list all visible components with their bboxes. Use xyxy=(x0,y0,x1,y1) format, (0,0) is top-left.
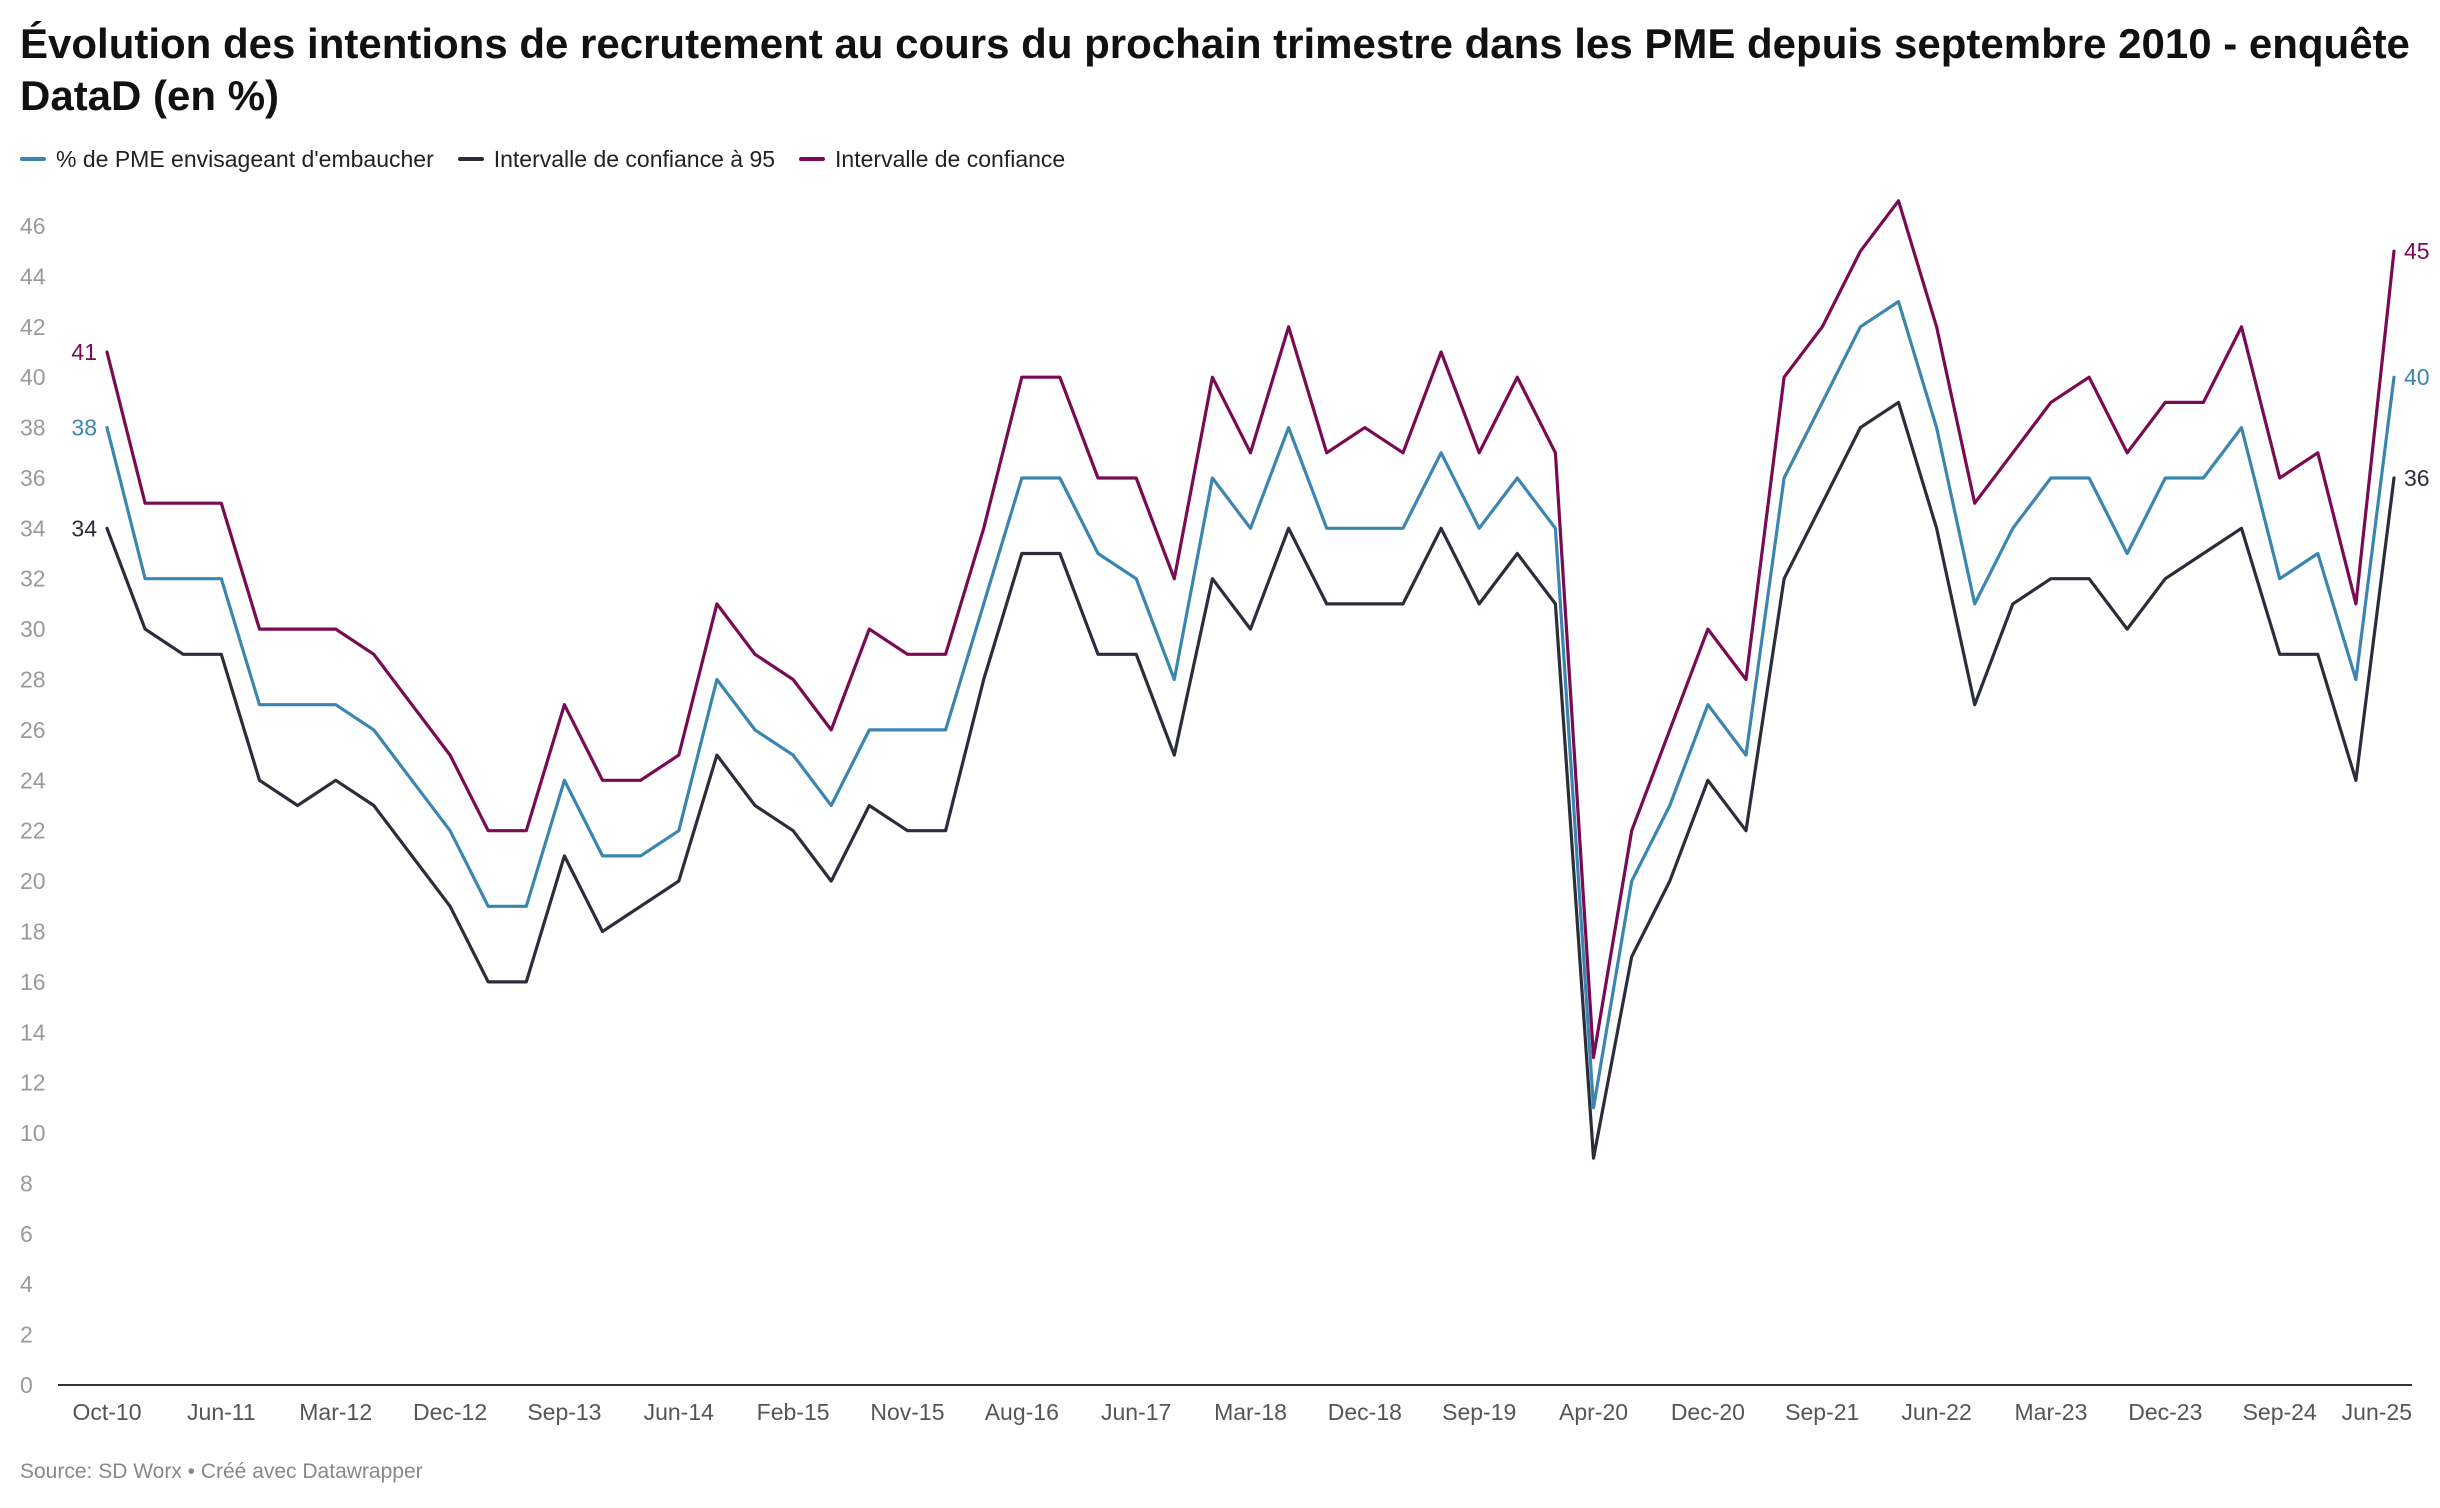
y-tick-label-20: 20 xyxy=(20,868,46,894)
x-tick-label-Mar-23: Mar-23 xyxy=(2015,1399,2088,1425)
series-line-2 xyxy=(105,199,2396,1060)
x-tick-label-Dec-20: Dec-20 xyxy=(1671,1399,1745,1425)
y-tick-label-16: 16 xyxy=(20,969,46,995)
x-tick-label-Jun-11: Jun-11 xyxy=(187,1399,256,1425)
x-tick-label-Mar-18: Mar-18 xyxy=(1214,1399,1287,1425)
x-tick-label-Nov-15: Nov-15 xyxy=(870,1399,944,1425)
y-tick-label-10: 10 xyxy=(20,1120,46,1146)
x-tick-label-Oct-10: Oct-10 xyxy=(72,1399,141,1425)
y-tick-label-28: 28 xyxy=(20,667,46,693)
y-tick-label-22: 22 xyxy=(20,818,46,844)
legend-item-ci: Intervalle de confiance xyxy=(799,146,1065,173)
y-tick-label-4: 4 xyxy=(20,1271,33,1297)
y-tick-label-42: 42 xyxy=(20,314,46,340)
x-tick-label-Sep-24: Sep-24 xyxy=(2243,1399,2317,1425)
series-line-1 xyxy=(105,400,2396,1160)
x-tick-label-Dec-12: Dec-12 xyxy=(413,1399,487,1425)
y-tick-label-40: 40 xyxy=(20,364,46,390)
x-tick-label-Feb-15: Feb-15 xyxy=(757,1399,830,1425)
y-tick-label-18: 18 xyxy=(20,918,46,944)
series-start-label-1: 34 xyxy=(71,515,97,541)
y-tick-label-6: 6 xyxy=(20,1221,33,1247)
y-tick-label-2: 2 xyxy=(20,1322,33,1348)
series-start-label-0: 38 xyxy=(71,415,97,441)
legend-label-ci95: Intervalle de confiance à 95 xyxy=(493,145,776,172)
series-end-label-2: 45 xyxy=(2404,238,2430,264)
x-tick-label-Jun-14: Jun-14 xyxy=(644,1399,715,1425)
y-tick-label-46: 46 xyxy=(20,213,46,239)
legend-swatch-pme xyxy=(20,157,46,161)
x-tick-label-Dec-23: Dec-23 xyxy=(2128,1399,2202,1425)
y-tick-label-32: 32 xyxy=(20,566,46,592)
y-tick-label-30: 30 xyxy=(20,616,46,642)
y-tick-label-12: 12 xyxy=(20,1070,46,1096)
legend: % de PME envisageant d'embaucher Interva… xyxy=(20,144,1089,174)
x-tick-label-Jun-25: Jun-25 xyxy=(2342,1399,2412,1425)
x-tick-label-Dec-18: Dec-18 xyxy=(1328,1399,1402,1425)
y-tick-label-8: 8 xyxy=(20,1170,33,1196)
y-tick-label-26: 26 xyxy=(20,717,46,743)
series-end-label-0: 40 xyxy=(2404,364,2430,390)
y-tick-label-44: 44 xyxy=(20,263,46,289)
x-tick-label-Jun-17: Jun-17 xyxy=(1101,1399,1171,1425)
y-tick-label-0: 0 xyxy=(20,1372,33,1398)
x-tick-label-Sep-13: Sep-13 xyxy=(527,1399,601,1425)
source-note: Source: SD Worx • Créé avec Datawrapper xyxy=(20,1460,423,1483)
legend-item-ci95: Intervalle de confiance à 95 xyxy=(457,145,776,173)
y-tick-label-24: 24 xyxy=(20,767,46,793)
x-tick-label-Jun-22: Jun-22 xyxy=(1901,1399,1971,1425)
series-end-label-1: 36 xyxy=(2404,465,2430,491)
legend-swatch-ci95 xyxy=(457,157,484,161)
y-tick-label-36: 36 xyxy=(20,465,46,491)
x-tick-label-Mar-12: Mar-12 xyxy=(299,1399,372,1425)
x-tick-label-Apr-20: Apr-20 xyxy=(1559,1399,1628,1425)
x-tick-label-Sep-21: Sep-21 xyxy=(1785,1399,1859,1425)
series-line-0 xyxy=(105,300,2396,1110)
y-tick-label-38: 38 xyxy=(20,415,46,441)
x-tick-label-Aug-16: Aug-16 xyxy=(985,1399,1059,1425)
legend-label-ci: Intervalle de confiance xyxy=(835,145,1066,172)
legend-label-pme: % de PME envisageant d'embaucher xyxy=(56,145,434,172)
series-start-label-2: 41 xyxy=(71,339,97,365)
legend-item-pme: % de PME envisageant d'embaucher xyxy=(20,146,434,173)
legend-swatch-ci xyxy=(799,157,826,161)
chart-title: Évolution des intentions de recrutement … xyxy=(20,20,2410,119)
y-tick-label-34: 34 xyxy=(20,515,46,541)
x-tick-label-Sep-19: Sep-19 xyxy=(1442,1399,1516,1425)
y-tick-label-14: 14 xyxy=(20,1019,46,1045)
